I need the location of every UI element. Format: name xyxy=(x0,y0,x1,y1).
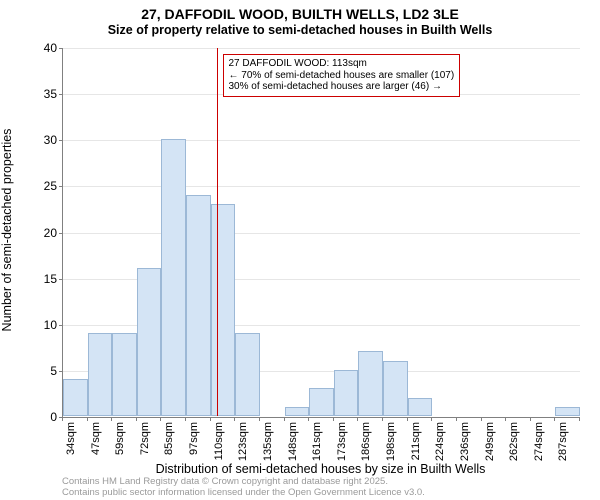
y-tick: 5 xyxy=(27,364,57,378)
histogram-bar xyxy=(211,204,236,416)
x-tick: 211sqm xyxy=(410,422,422,460)
y-tick: 0 xyxy=(27,410,57,424)
x-tick: 148sqm xyxy=(287,422,299,461)
histogram-bar xyxy=(88,333,113,416)
x-axis-label: Distribution of semi-detached houses by … xyxy=(62,462,579,476)
x-tick: 161sqm xyxy=(311,422,323,461)
x-tick: 173sqm xyxy=(336,422,348,461)
x-tick: 236sqm xyxy=(459,422,471,461)
x-tick: 59sqm xyxy=(114,422,126,455)
y-axis-label: Number of semi-detached properties xyxy=(0,129,14,332)
chart-container: 27, DAFFODIL WOOD, BUILTH WELLS, LD2 3LE… xyxy=(0,0,600,500)
chart-title: 27, DAFFODIL WOOD, BUILTH WELLS, LD2 3LE xyxy=(0,0,600,23)
x-tick: 274sqm xyxy=(533,422,545,461)
x-tick: 287sqm xyxy=(557,422,569,461)
x-tick: 72sqm xyxy=(139,422,151,455)
chart-subtitle: Size of property relative to semi-detach… xyxy=(0,23,600,41)
annotation-box: 27 DAFFODIL WOOD: 113sqm← 70% of semi-de… xyxy=(223,54,461,97)
histogram-bar xyxy=(235,333,260,416)
histogram-bar xyxy=(555,407,580,416)
y-tick: 20 xyxy=(27,226,57,240)
x-tick: 110sqm xyxy=(213,422,225,460)
histogram-bar xyxy=(161,139,186,416)
x-tick: 123sqm xyxy=(237,422,249,461)
y-tick: 40 xyxy=(27,41,57,55)
x-tick: 135sqm xyxy=(262,422,274,461)
histogram-bar xyxy=(186,195,211,416)
footnote-line1: Contains HM Land Registry data © Crown c… xyxy=(62,477,425,487)
annotation-line: ← 70% of semi-detached houses are smalle… xyxy=(229,70,455,82)
y-tick: 30 xyxy=(27,133,57,147)
histogram-bar xyxy=(334,370,359,416)
histogram-bar xyxy=(285,407,310,416)
x-tick: 198sqm xyxy=(385,422,397,461)
x-tick: 97sqm xyxy=(188,422,200,455)
footnote-line2: Contains public sector information licen… xyxy=(62,488,425,498)
marker-line xyxy=(217,48,218,416)
histogram-bar xyxy=(112,333,137,416)
x-tick: 47sqm xyxy=(90,422,102,455)
y-tick: 25 xyxy=(27,179,57,193)
histogram-bar xyxy=(383,361,408,416)
x-tick: 262sqm xyxy=(508,422,520,461)
plot-area: 27 DAFFODIL WOOD: 113sqm← 70% of semi-de… xyxy=(62,48,579,418)
plot-wrapper: 27 DAFFODIL WOOD: 113sqm← 70% of semi-de… xyxy=(62,48,579,418)
histogram-bar xyxy=(309,388,334,416)
x-tick: 85sqm xyxy=(163,422,175,455)
y-tick: 35 xyxy=(27,87,57,101)
annotation-line: 30% of semi-detached houses are larger (… xyxy=(229,81,455,93)
x-tick: 224sqm xyxy=(434,422,446,461)
x-tick: 186sqm xyxy=(360,422,372,461)
y-tick: 10 xyxy=(27,318,57,332)
x-tick: 34sqm xyxy=(65,422,77,455)
histogram-bar xyxy=(137,268,162,416)
y-tick: 15 xyxy=(27,272,57,286)
annotation-line: 27 DAFFODIL WOOD: 113sqm xyxy=(229,58,455,70)
footnote: Contains HM Land Registry data © Crown c… xyxy=(62,477,425,498)
histogram-bar xyxy=(63,379,88,416)
histogram-bar xyxy=(358,351,383,416)
histogram-bar xyxy=(408,398,433,416)
x-tick: 249sqm xyxy=(484,422,496,461)
